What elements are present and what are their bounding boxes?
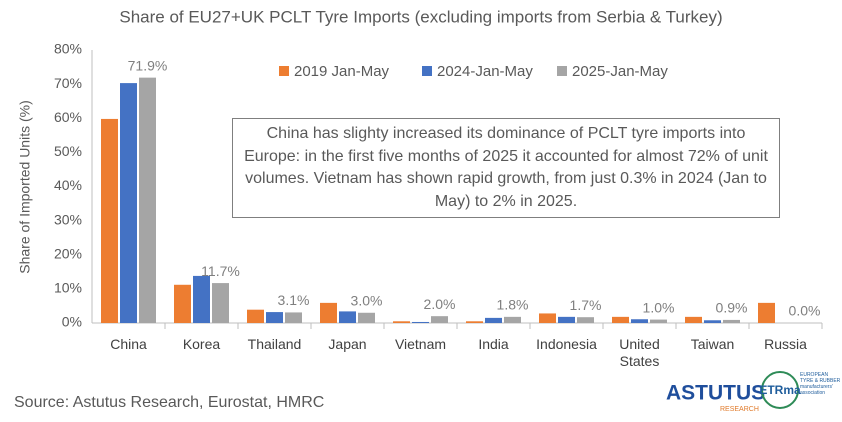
y-tick-label: 30%: [54, 211, 82, 227]
bar: [431, 316, 448, 323]
data-label: 3.0%: [351, 292, 383, 308]
bar: [723, 319, 740, 323]
logo: ASTUTUS: [666, 382, 765, 405]
logo-sub: EUROPEAN TYRE & RUBBER manufacturers' as…: [800, 372, 841, 396]
y-tick-label: 10%: [54, 280, 82, 296]
data-label: 0.0%: [789, 303, 821, 319]
bar: [539, 313, 556, 323]
bar: [412, 321, 429, 323]
legend-label: 2019 Jan-May: [294, 63, 390, 80]
data-label: 1.7%: [570, 297, 602, 313]
y-tick-label: 0%: [62, 314, 82, 330]
bar: [631, 319, 648, 323]
chart-title: Share of EU27+UK PCLT Tyre Imports (excl…: [119, 7, 722, 26]
bar: [193, 275, 210, 323]
bar: [212, 283, 229, 323]
bar: [558, 316, 575, 323]
bar: [139, 77, 156, 323]
logo-ring: [761, 371, 799, 409]
x-tick-label: United States: [619, 336, 660, 369]
bar: [485, 317, 502, 323]
bar: [101, 118, 118, 324]
legend-swatch: [279, 66, 289, 76]
bar: [339, 311, 356, 323]
x-tick-label: Korea: [182, 336, 221, 352]
logo-text: EUROPEAN TYRE & RUBBER manufacturers' as…: [800, 372, 841, 396]
bar: [612, 316, 629, 323]
data-label: 71.9%: [128, 57, 168, 73]
x-tick-label: India: [478, 336, 509, 352]
logo: RESEARCH: [720, 406, 759, 413]
data-label: 3.1%: [278, 292, 310, 308]
bar: [685, 316, 702, 323]
x-tick-label: Thailand: [247, 336, 302, 352]
bar: [758, 302, 775, 323]
x-tick-label: Japan: [328, 336, 367, 352]
data-label: 0.9%: [716, 300, 748, 316]
y-tick-label: 20%: [54, 245, 82, 261]
data-label: 1.8%: [497, 297, 529, 313]
x-tick-label: Vietnam: [394, 336, 447, 352]
data-label: 2.0%: [424, 296, 456, 312]
bar: [577, 317, 594, 323]
bar: [285, 312, 302, 323]
bar: [247, 309, 264, 323]
logo: ETRma: [759, 383, 801, 397]
y-tick-label: 70%: [54, 75, 82, 91]
x-tick-label: Indonesia: [536, 336, 597, 352]
legend-label: 2025-Jan-May: [572, 63, 668, 80]
bar: [174, 284, 191, 323]
x-tick-label: China: [110, 336, 147, 352]
bar: [704, 320, 721, 323]
y-tick-label: 80%: [54, 41, 82, 57]
y-axis-title: Share of Imported Units (%): [17, 100, 33, 274]
source: Source: Astutus Research, Eurostat, HMRC: [14, 394, 325, 411]
bar: [120, 83, 137, 323]
data-label: 1.0%: [643, 299, 675, 315]
y-tick-label: 60%: [54, 109, 82, 125]
data-label: 11.7%: [201, 263, 240, 279]
y-tick-label: 50%: [54, 143, 82, 159]
bar: [393, 321, 410, 323]
bar: [504, 316, 521, 323]
bar: [650, 319, 667, 323]
bar: [320, 302, 337, 323]
x-tick-label: Russia: [764, 336, 807, 352]
bar: [266, 312, 283, 323]
legend-swatch: [422, 66, 432, 76]
legend-swatch: [557, 66, 567, 76]
y-tick-label: 40%: [54, 177, 82, 193]
legend-label: 2024-Jan-May: [437, 63, 533, 80]
x-tick-label: Taiwan: [690, 336, 735, 352]
bar: [358, 312, 375, 323]
annotation: China has slighty increased its dominanc…: [232, 118, 780, 218]
bar: [466, 321, 483, 323]
